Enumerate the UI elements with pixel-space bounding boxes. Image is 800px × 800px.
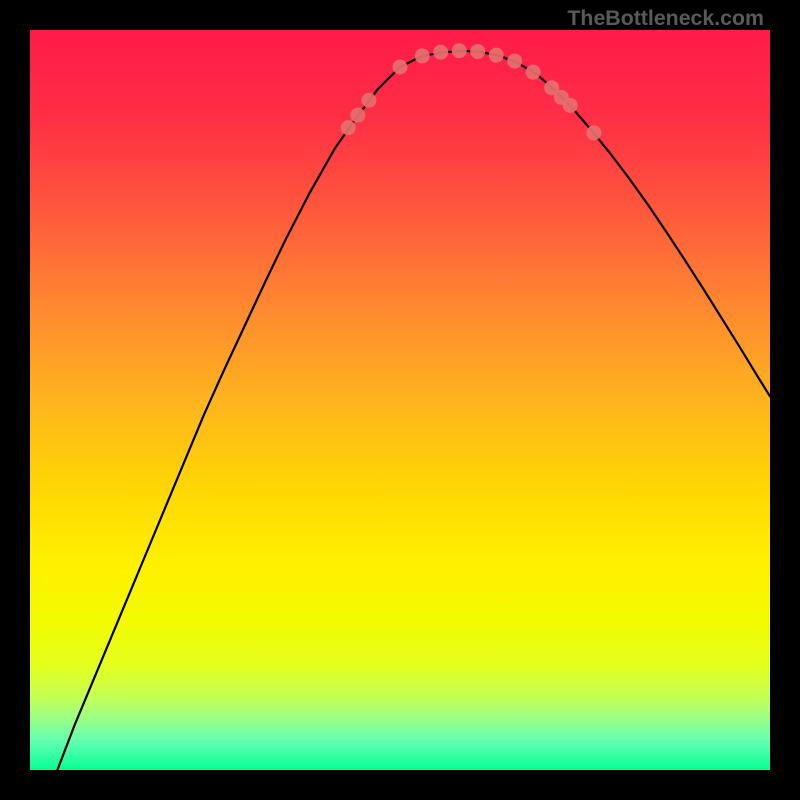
- data-marker: [489, 48, 504, 63]
- data-marker: [470, 44, 485, 59]
- data-marker: [415, 48, 430, 63]
- marker-group: [341, 43, 602, 140]
- bottleneck-curve: [57, 51, 770, 770]
- plot-area: [30, 30, 770, 770]
- data-marker: [526, 65, 541, 80]
- data-marker: [586, 125, 601, 140]
- data-marker: [563, 98, 578, 113]
- data-marker: [361, 93, 376, 108]
- data-marker: [341, 120, 356, 135]
- data-marker: [433, 45, 448, 60]
- data-marker: [452, 43, 467, 58]
- curve-layer: [30, 30, 770, 770]
- watermark-label: TheBottleneck.com: [567, 6, 764, 31]
- data-marker: [350, 108, 365, 123]
- data-marker: [393, 60, 408, 75]
- data-marker: [507, 54, 522, 69]
